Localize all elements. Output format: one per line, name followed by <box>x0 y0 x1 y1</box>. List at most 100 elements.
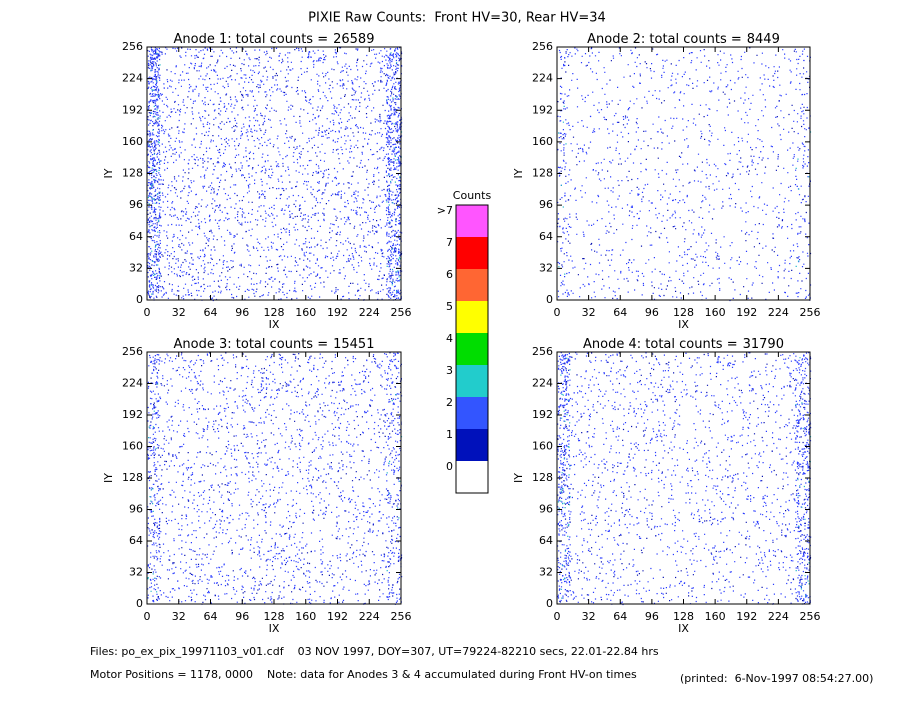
y-tick-label: 224 <box>122 72 143 85</box>
x-tick-label: 32 <box>582 306 596 319</box>
x-axis-label: IX <box>678 622 689 635</box>
colorbar-frame <box>455 204 489 494</box>
count-pixels <box>557 47 812 302</box>
y-tick-label: 160 <box>532 440 553 453</box>
y-tick-label: 64 <box>129 230 143 243</box>
count-pixels <box>147 352 403 603</box>
x-tick-label: 0 <box>554 306 561 319</box>
y-tick-label: 32 <box>539 566 553 579</box>
figure-title: PIXIE Raw Counts: Front HV=30, Rear HV=3… <box>308 11 606 26</box>
count-pixels <box>557 47 812 301</box>
y-tick-label: 192 <box>122 408 143 421</box>
y-axis-label: IY <box>102 473 115 483</box>
x-tick-label: 128 <box>264 610 285 623</box>
y-tick-label: 128 <box>532 471 553 484</box>
colorbar-label: 0 <box>446 460 453 473</box>
y-tick-label: 224 <box>532 377 553 390</box>
count-pixels <box>147 47 403 302</box>
x-tick-label: 224 <box>768 306 789 319</box>
count-pixels <box>558 105 812 275</box>
footer-motor: Motor Positions = 1178, 0000 Note: data … <box>90 668 637 681</box>
y-tick-label: 128 <box>122 167 143 180</box>
y-tick-label: 192 <box>532 103 553 116</box>
colorbar-box <box>456 429 488 461</box>
x-axis-label: IX <box>678 318 689 331</box>
y-tick-label: 32 <box>129 261 143 274</box>
x-tick-label: 256 <box>800 610 821 623</box>
colorbar-box <box>456 237 488 269</box>
x-tick-label: 192 <box>327 306 348 319</box>
x-tick-label: 256 <box>800 306 821 319</box>
x-tick-label: 160 <box>705 306 726 319</box>
total-counts: 31790 <box>743 337 784 352</box>
x-tick-label: 128 <box>673 306 694 319</box>
x-tick-label: 64 <box>204 306 218 319</box>
x-tick-label: 128 <box>264 306 285 319</box>
y-axis-label: IY <box>512 168 525 178</box>
y-tick-label: 0 <box>546 293 553 306</box>
x-tick-label: 96 <box>235 610 249 623</box>
x-axis-label: IX <box>269 622 280 635</box>
colorbar-box <box>456 269 488 301</box>
y-tick-label: 64 <box>539 230 553 243</box>
total-counts: 15451 <box>333 337 374 352</box>
y-tick-label: 128 <box>122 471 143 484</box>
footer-files: Files: po_ex_pix_19971103_v01.cdf 03 NOV… <box>90 645 659 658</box>
y-tick-label: 192 <box>532 408 553 421</box>
x-tick-label: 192 <box>736 610 757 623</box>
y-tick-label: 224 <box>532 72 553 85</box>
colorbar-label: 4 <box>446 332 453 345</box>
x-axis-label: IX <box>269 318 280 331</box>
x-tick-label: 0 <box>144 306 151 319</box>
x-tick-label: 32 <box>172 610 186 623</box>
x-tick-label: 192 <box>327 610 348 623</box>
panel-title-text: Anode 1: total counts = <box>174 32 329 47</box>
y-tick-label: 160 <box>122 440 143 453</box>
colorbar-box <box>456 461 488 493</box>
panel-title-text: Anode 2: total counts = <box>587 32 742 47</box>
y-tick-label: 32 <box>539 261 553 274</box>
y-tick-label: 0 <box>136 293 143 306</box>
x-tick-label: 256 <box>391 306 412 319</box>
colorbar-label: 2 <box>446 396 453 409</box>
total-counts: 8449 <box>747 32 780 47</box>
x-tick-label: 64 <box>613 610 627 623</box>
colorbar-label: >7 <box>437 204 453 217</box>
x-tick-label: 192 <box>736 306 757 319</box>
x-tick-label: 160 <box>705 610 726 623</box>
plot-frame <box>556 351 811 605</box>
y-tick-label: 0 <box>136 597 143 610</box>
x-tick-label: 0 <box>554 610 561 623</box>
y-tick-label: 64 <box>539 534 553 547</box>
panel-title: Anode 1: total counts = 26589 <box>174 32 375 47</box>
colorbar-box <box>456 205 488 237</box>
x-tick-label: 128 <box>673 610 694 623</box>
x-tick-label: 0 <box>144 610 151 623</box>
x-tick-label: 160 <box>295 306 316 319</box>
colorbar-label: 6 <box>446 268 453 281</box>
y-tick-label: 96 <box>539 503 553 516</box>
x-tick-label: 224 <box>768 610 789 623</box>
y-tick-label: 256 <box>122 345 143 358</box>
panel-title-text: Anode 3: total counts = <box>174 337 329 352</box>
plot-frame <box>146 46 402 301</box>
colorbar-title: Counts <box>453 189 492 202</box>
count-pixels <box>557 352 812 606</box>
count-pixels <box>557 357 812 599</box>
y-tick-label: 32 <box>129 566 143 579</box>
x-tick-label: 96 <box>645 610 659 623</box>
colorbar-label: 5 <box>446 300 453 313</box>
count-pixels <box>147 352 403 605</box>
y-tick-label: 96 <box>539 198 553 211</box>
y-tick-label: 64 <box>129 534 143 547</box>
total-counts: 26589 <box>333 32 374 47</box>
x-tick-label: 96 <box>235 306 249 319</box>
colorbar-box <box>456 397 488 429</box>
x-tick-label: 64 <box>613 306 627 319</box>
y-axis-label: IY <box>102 168 115 178</box>
colorbar-box <box>456 333 488 365</box>
y-tick-label: 256 <box>122 40 143 53</box>
y-tick-label: 192 <box>122 103 143 116</box>
x-tick-label: 224 <box>359 306 380 319</box>
